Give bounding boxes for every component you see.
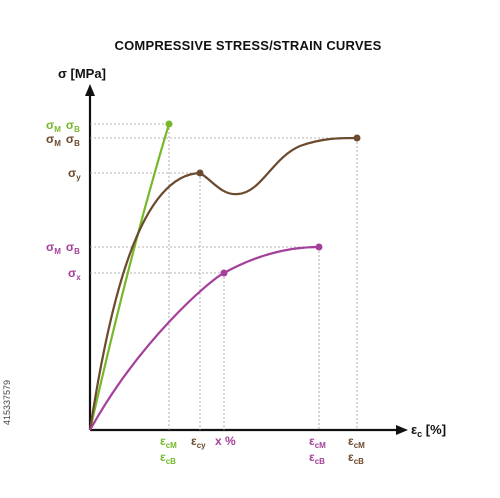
purple-x-point — [220, 269, 228, 277]
x-label-purple-x: x % — [215, 434, 236, 448]
guide-lines — [90, 123, 358, 430]
y-axis-title: σ [MPa] — [58, 66, 106, 81]
x-axis-title: εc [%] — [411, 422, 446, 439]
brown-curve — [88, 136, 358, 431]
x-label-purple-bottom: εcB — [309, 450, 325, 466]
x-label-green-top: εcM — [160, 434, 177, 450]
x-axis-title-unit: [%] — [422, 422, 446, 437]
purple-max-point — [315, 243, 323, 251]
green-curve — [88, 123, 171, 431]
watermark-id: 415337579 — [2, 380, 12, 426]
x-label-purple-top: εcM — [309, 434, 326, 450]
green-max-point — [165, 120, 173, 128]
x-label-brown-top: εcM — [348, 434, 365, 450]
y-axis-arrow — [85, 84, 95, 96]
x-axis-arrow — [396, 425, 408, 435]
y-label-green: σM σB — [46, 118, 80, 134]
y-label-brown-yield: σy — [68, 166, 81, 182]
diagram-title: COMPRESSIVE STRESS/STRAIN CURVES — [115, 38, 382, 53]
brown-max-point — [353, 134, 361, 142]
x-label-brown-yield: εcy — [191, 434, 206, 450]
x-label-brown-bottom: εcB — [348, 450, 364, 466]
x-axis-title-main: ε — [411, 422, 417, 437]
x-axis-title-sub: c — [417, 429, 422, 439]
y-label-purple-max: σM σB — [46, 240, 80, 256]
brown-yield-point — [196, 169, 204, 177]
y-label-brown-max: σM σB — [46, 132, 80, 148]
y-label-purple-x: σx — [68, 266, 81, 282]
x-label-green-bottom: εcB — [160, 450, 176, 466]
purple-curve — [89, 245, 320, 431]
